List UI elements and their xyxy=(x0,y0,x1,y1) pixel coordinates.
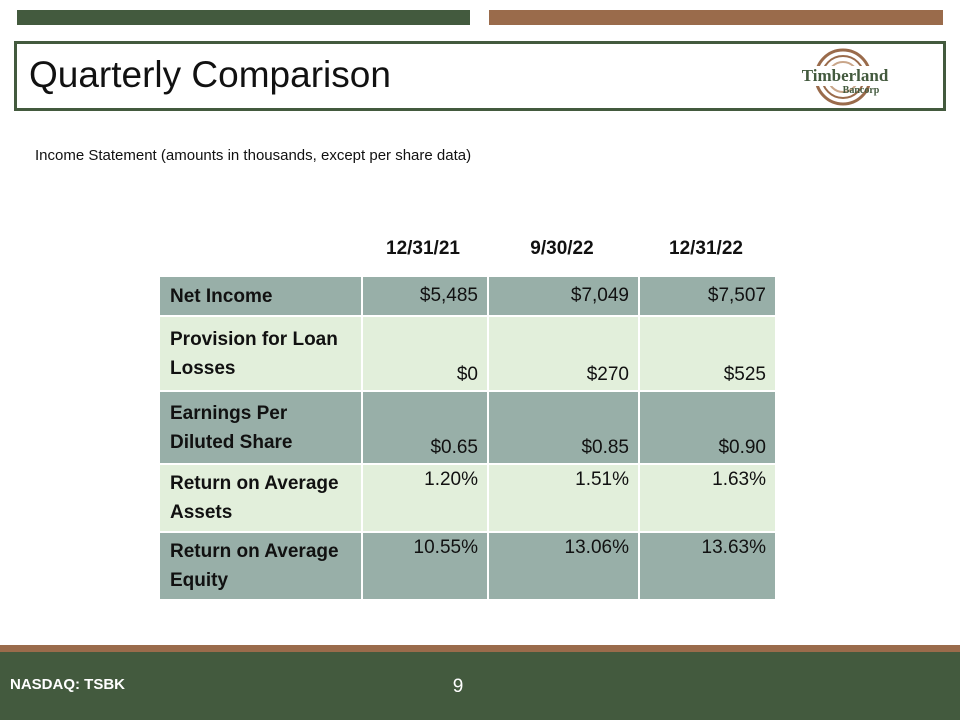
page-number: 9 xyxy=(452,676,464,697)
footer: NASDAQ: TSBK 9 xyxy=(0,652,960,720)
table-row: Earnings Per Diluted Share $0.65 $0.85 $0.9… xyxy=(158,390,777,465)
table-row: Provision for Loan Losses $0 $270 $525 xyxy=(158,315,777,392)
column-header: 12/31/22 xyxy=(669,238,743,259)
logo-name: Timberland xyxy=(802,66,889,85)
ticker: NASDAQ: TSBK xyxy=(10,676,125,693)
row-label: Net Income xyxy=(158,275,363,317)
cell: 10.55% xyxy=(361,531,489,601)
cell: $5,485 xyxy=(361,275,489,317)
cell: $7,049 xyxy=(487,275,640,317)
table-row: Net Income $5,485 $7,049 $7,507 xyxy=(158,275,777,317)
title: Quarterly Comparison xyxy=(29,54,391,95)
cell: $7,507 xyxy=(638,275,777,317)
logo-sub: Bancorp xyxy=(843,85,880,96)
cell: 13.06% xyxy=(487,531,640,601)
table-row: Return on Average Assets 1.20% 1.51% 1.63% xyxy=(158,463,777,533)
cell: 1.51% xyxy=(487,463,640,533)
cell: $0 xyxy=(361,315,489,392)
footer-line xyxy=(0,645,960,652)
column-header: 9/30/22 xyxy=(530,238,594,259)
row-label: Return on Average Equity xyxy=(158,531,363,601)
logo-band xyxy=(791,66,911,86)
cell: 13.63% xyxy=(638,531,777,601)
cell: $525 xyxy=(638,315,777,392)
cell: $270 xyxy=(487,315,640,392)
cell: $0.85 xyxy=(487,390,640,465)
top-bar-green xyxy=(17,10,470,25)
logo: Timberland Bancorp xyxy=(791,48,911,106)
cell: 1.63% xyxy=(638,463,777,533)
column-header: 12/31/21 xyxy=(386,238,460,259)
row-label: Provision for Loan Losses xyxy=(158,315,363,392)
top-bar-brown xyxy=(489,10,943,25)
row-label: Earnings Per Diluted Share xyxy=(158,390,363,465)
table: Net Income $5,485 $7,049 $7,507 Provision fo… xyxy=(158,275,777,601)
cell: $0.65 xyxy=(361,390,489,465)
cell: $0.90 xyxy=(638,390,777,465)
table-row: Return on Average Equity 10.55% 13.06% 13.6… xyxy=(158,531,777,601)
title-box: Quarterly Comparison Timberland Bancorp xyxy=(14,41,946,111)
row-label: Return on Average Assets xyxy=(158,463,363,533)
subtitle: Income Statement (amounts in thousands, … xyxy=(35,147,472,164)
cell: 1.20% xyxy=(361,463,489,533)
